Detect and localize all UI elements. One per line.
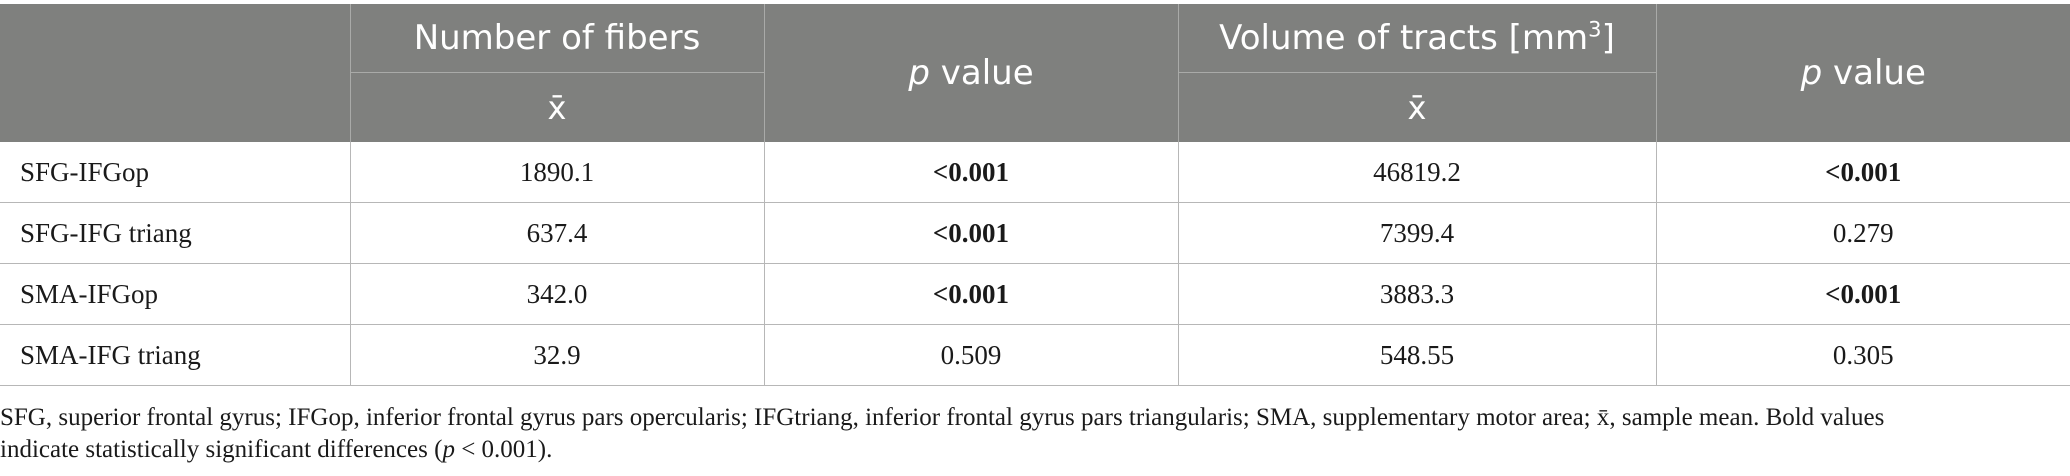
cell-p-value-2: 0.279 <box>1655 202 2070 264</box>
header-p-value-2: p value <box>1655 4 2070 142</box>
cell-p-value-1: <0.001 <box>763 263 1178 325</box>
table-body: SFG-IFGop 1890.1 <0.001 46819.2 <0.001 S… <box>0 142 2070 386</box>
cell-fibers: 32.9 <box>349 324 764 386</box>
cell-volume: 46819.2 <box>1177 142 1656 203</box>
header-mean-fibers: x̄ <box>349 72 765 142</box>
header-empty-cell <box>0 4 351 142</box>
cell-fibers: 342.0 <box>349 263 764 325</box>
cell-p-value-2: <0.001 <box>1655 142 2070 203</box>
table-row: SMA-IFG triang 32.9 0.509 548.55 0.305 <box>0 324 2070 386</box>
table-row: SFG-IFG triang 637.4 <0.001 7399.4 0.279 <box>0 202 2070 264</box>
header-p-value-1: p value <box>763 4 1179 142</box>
footnote-line-1: SFG, superior frontal gyrus; IFGop, infe… <box>0 404 1885 431</box>
table-row: SMA-IFGop 342.0 <0.001 3883.3 <0.001 <box>0 263 2070 325</box>
row-label: SFG-IFG triang <box>0 202 350 264</box>
p-symbol: p <box>442 436 455 463</box>
cell-p-value-1: 0.509 <box>763 324 1178 386</box>
p-symbol: p <box>908 53 930 93</box>
table-row: SFG-IFGop 1890.1 <0.001 46819.2 <0.001 <box>0 142 2070 203</box>
results-table-container: Number of fibers p value Volume of tract… <box>0 4 2070 386</box>
header-mean-volume: x̄ <box>1177 72 1656 142</box>
row-label: SMA-IFGop <box>0 263 350 325</box>
cell-p-value-1: <0.001 <box>763 142 1178 203</box>
footnote-line-2: indicate statistically significant diffe… <box>0 436 553 463</box>
cell-fibers: 637.4 <box>349 202 764 264</box>
cell-p-value-2: 0.305 <box>1655 324 2070 386</box>
results-table: Number of fibers p value Volume of tract… <box>0 4 2070 386</box>
cell-p-value-1: <0.001 <box>763 202 1178 264</box>
cell-p-value-2: <0.001 <box>1655 263 2070 325</box>
superscript-3: 3 <box>1588 16 1602 42</box>
row-label: SFG-IFGop <box>0 142 350 203</box>
row-label: SMA-IFG triang <box>0 324 350 386</box>
cell-fibers: 1890.1 <box>349 142 764 203</box>
p-symbol: p <box>1800 53 1823 93</box>
header-row-sub: x̄ x̄ <box>0 72 2070 142</box>
cell-volume: 3883.3 <box>1177 263 1656 325</box>
cell-volume: 548.55 <box>1177 324 1656 386</box>
cell-volume: 7399.4 <box>1177 202 1656 264</box>
header-volume-of-tracts: Volume of tracts [mm3] <box>1177 4 1657 73</box>
table-header: Number of fibers p value Volume of tract… <box>0 4 2070 142</box>
header-row-main: Number of fibers p value Volume of tract… <box>0 4 2070 142</box>
table-footnote: SFG, superior frontal gyrus; IFGop, infe… <box>0 402 2060 466</box>
header-number-of-fibers: Number of fibers <box>349 4 765 73</box>
